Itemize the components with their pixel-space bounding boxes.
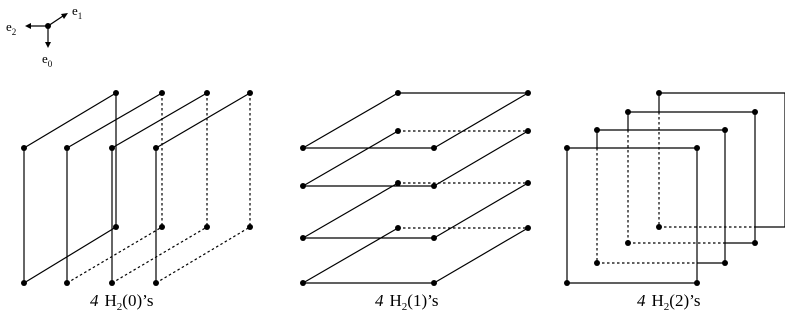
axis-label-e2: e2 (6, 19, 16, 37)
axis-e0-arrowhead (45, 42, 51, 48)
square-0-vertex-3 (694, 280, 700, 286)
axis-label-e1: e1 (72, 3, 82, 21)
slab-3-left-edge (302, 227, 399, 284)
plane-3-vertex-3 (153, 145, 159, 151)
plane-1-vertex-0 (64, 280, 70, 286)
square-1-vertex-0 (594, 127, 600, 133)
plane-3-vertex-2 (247, 90, 253, 96)
slab-1-left-edge (302, 130, 399, 187)
axis-e1-arrowhead (61, 13, 68, 19)
slab-2-right-edge (433, 182, 529, 239)
plane-1-top-edge (66, 92, 163, 149)
slab-3-vertex-1 (431, 280, 437, 286)
square-2-vertex-3 (752, 240, 758, 246)
plane-3-bottom-edge (155, 226, 251, 284)
slab-0-vertex-2 (395, 90, 401, 96)
square-3-vertex-0 (656, 90, 662, 96)
square-3-vertex-2 (656, 224, 662, 230)
axis-indicator: e1 e2 e0 (6, 3, 82, 69)
slab-3-vertex-2 (395, 225, 401, 231)
slab-1-vertex-2 (395, 128, 401, 134)
square-1-vertex-1 (722, 127, 728, 133)
plane-2-vertex-2 (204, 90, 210, 96)
axis-origin-dot (45, 23, 51, 29)
plane-0-vertex-1 (113, 224, 119, 230)
slab-0-right-edge (433, 92, 529, 149)
plane-0-top-edge (23, 92, 117, 149)
slab-2-vertex-2 (395, 180, 401, 186)
square-0-vertex-2 (564, 280, 570, 286)
panel-h2-0 (21, 90, 253, 286)
plane-2-vertex-0 (109, 280, 115, 286)
plane-0-bottom-edge (23, 226, 117, 284)
axis-e2-arrowhead (25, 23, 31, 29)
plane-2-vertex-1 (204, 224, 210, 230)
slab-3-right-edge (433, 227, 529, 284)
square-2-vertex-1 (752, 109, 758, 115)
slab-3-vertex-0 (300, 280, 306, 286)
slab-2-vertex-3 (525, 180, 531, 186)
plane-1-vertex-2 (159, 90, 165, 96)
slab-0-vertex-0 (300, 145, 306, 151)
plane-2-top-edge (111, 92, 208, 149)
slab-3-vertex-3 (525, 225, 531, 231)
square-1-vertex-2 (594, 260, 600, 266)
slab-0-vertex-1 (431, 145, 437, 151)
plane-2-bottom-edge (111, 226, 208, 284)
plane-2-vertex-3 (109, 145, 115, 151)
slab-2-vertex-1 (431, 235, 437, 241)
plane-3-vertex-1 (247, 224, 253, 230)
panel-label-0: 4 H2(0)’s (90, 291, 153, 313)
panel-h2-2 (564, 90, 785, 286)
plane-1-vertex-3 (64, 145, 70, 151)
slab-1-vertex-1 (431, 183, 437, 189)
square-1-vertex-3 (722, 260, 728, 266)
slab-0-left-edge (302, 92, 399, 149)
slab-1-vertex-0 (300, 183, 306, 189)
slab-2-left-edge (302, 182, 399, 239)
slab-2-vertex-0 (300, 235, 306, 241)
plane-1-bottom-edge (66, 226, 163, 284)
plane-1-vertex-1 (159, 224, 165, 230)
axis-label-e0: e0 (42, 51, 53, 69)
slab-1-vertex-3 (525, 128, 531, 134)
plane-0-vertex-2 (113, 90, 119, 96)
square-0-vertex-0 (564, 145, 570, 151)
plane-3-top-edge (155, 92, 251, 149)
plane-0-vertex-0 (21, 280, 27, 286)
plane-0-vertex-3 (21, 145, 27, 151)
panel-h2-1 (300, 90, 531, 286)
square-0-vertex-1 (694, 145, 700, 151)
panel-labels: 4 H2(0)’s 4 H2(1)’s 4 H2(2)’s (90, 291, 700, 313)
panel-label-2: 4 H2(2)’s (637, 291, 700, 313)
plane-3-vertex-0 (153, 280, 159, 286)
panel-label-1: 4 H2(1)’s (375, 291, 438, 313)
slab-1-right-edge (433, 130, 529, 187)
square-2-vertex-0 (625, 109, 631, 115)
slab-0-vertex-3 (525, 90, 531, 96)
square-2-vertex-2 (625, 240, 631, 246)
